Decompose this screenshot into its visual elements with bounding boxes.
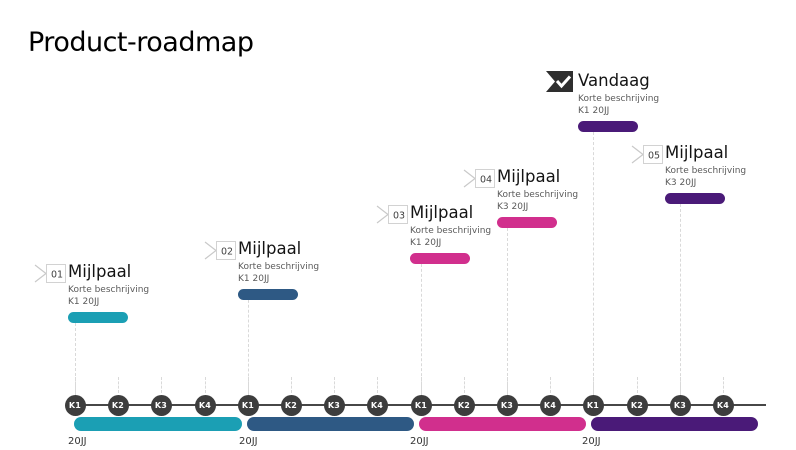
timeline-node-y1-k1[interactable]: K1 <box>64 395 86 416</box>
milestone-connector <box>75 318 76 396</box>
milestone-number: 05 <box>648 151 660 162</box>
node-tick <box>291 377 292 393</box>
year-label-3: 20JJ <box>410 436 429 447</box>
milestone-04[interactable]: 04 Mijlpaal Korte beschrijving K3 20JJ <box>463 167 647 228</box>
node-tick <box>723 377 724 393</box>
today-marker[interactable]: Vandaag Korte beschrijving K1 20JJ <box>546 71 728 132</box>
timeline-node-y1-k4[interactable]: K4 <box>194 395 216 416</box>
milestone-date[interactable]: K3 20JJ <box>497 202 529 212</box>
milestone-number-flag-icon: 01 <box>34 264 66 283</box>
milestone-number: 03 <box>393 211 405 222</box>
timeline-node-y2-k1[interactable]: K1 <box>237 395 259 416</box>
milestone-description[interactable]: Korte beschrijving <box>497 190 579 200</box>
timeline-node-y1-k2[interactable]: K2 <box>107 395 129 416</box>
timeline-node-y3-k3[interactable]: K3 <box>496 395 518 416</box>
milestone-02[interactable]: 02 Mijlpaal Korte beschrijving K1 20JJ <box>204 239 388 300</box>
node-tick <box>637 377 638 393</box>
today-description[interactable]: Korte beschrijving <box>578 94 660 104</box>
milestone-number-flag-icon: 05 <box>631 145 663 164</box>
milestone-connector <box>421 259 422 396</box>
milestone-bar[interactable] <box>68 312 128 323</box>
milestone-title[interactable]: Mijlpaal <box>497 167 561 186</box>
milestone-bar[interactable] <box>497 217 557 228</box>
milestone-number-flag-icon: 03 <box>376 205 408 224</box>
milestone-bar[interactable] <box>238 289 298 300</box>
timeline-node-y4-k3[interactable]: K3 <box>669 395 691 416</box>
year-label-4: 20JJ <box>582 436 601 447</box>
timeline-node-y4-k4[interactable]: K4 <box>712 395 734 416</box>
timeline-node-y2-k2[interactable]: K2 <box>280 395 302 416</box>
page-title[interactable]: Product-roadmap <box>28 27 254 58</box>
milestone-title[interactable]: Mijlpaal <box>410 203 474 222</box>
timeline-node-y4-k1[interactable]: K1 <box>582 395 604 416</box>
node-tick <box>118 377 119 393</box>
milestone-number: 04 <box>480 175 492 186</box>
timeline-node-y2-k4[interactable]: K4 <box>366 395 388 416</box>
timeline-node-y4-k2[interactable]: K2 <box>626 395 648 416</box>
node-tick <box>464 377 465 393</box>
milestone-connector <box>680 199 681 396</box>
milestone-date[interactable]: K1 20JJ <box>68 297 100 307</box>
milestone-connector <box>248 295 249 396</box>
node-tick <box>334 377 335 393</box>
year-label-2: 20JJ <box>239 436 258 447</box>
node-tick <box>205 377 206 393</box>
node-tick <box>550 377 551 393</box>
timeline-node-y3-k1[interactable]: K1 <box>410 395 432 416</box>
year-bar-4[interactable] <box>591 417 758 431</box>
milestone-01[interactable]: 01 Mijlpaal Korte beschrijving K1 20JJ <box>34 262 218 323</box>
milestone-description[interactable]: Korte beschrijving <box>68 285 150 295</box>
today-bar[interactable] <box>578 121 638 132</box>
milestone-title[interactable]: Mijlpaal <box>238 239 302 258</box>
today-title[interactable]: Vandaag <box>578 71 650 90</box>
milestone-number: 02 <box>221 247 233 258</box>
node-tick <box>377 377 378 393</box>
milestone-title[interactable]: Mijlpaal <box>665 143 729 162</box>
milestone-date[interactable]: K3 20JJ <box>665 178 697 188</box>
timeline-node-y1-k3[interactable]: K3 <box>150 395 172 416</box>
year-label-1: 20JJ <box>68 436 87 447</box>
timeline-node-y2-k3[interactable]: K3 <box>323 395 345 416</box>
milestone-03[interactable]: 03 Mijlpaal Korte beschrijving K1 20JJ <box>376 203 560 264</box>
milestone-number: 01 <box>51 270 63 281</box>
timeline-node-y3-k4[interactable]: K4 <box>539 395 561 416</box>
year-bar-1[interactable] <box>74 417 242 431</box>
milestone-number-flag-icon: 04 <box>463 169 495 188</box>
milestone-bar[interactable] <box>410 253 470 264</box>
year-bar-3[interactable] <box>419 417 586 431</box>
today-flag-check-icon <box>546 71 573 92</box>
milestone-05[interactable]: 05 Mijlpaal Korte beschrijving K3 20JJ <box>631 143 796 204</box>
milestone-date[interactable]: K1 20JJ <box>238 274 270 284</box>
today-date[interactable]: K1 20JJ <box>578 106 610 116</box>
milestone-connector <box>593 127 594 396</box>
milestone-description[interactable]: Korte beschrijving <box>410 226 492 236</box>
node-tick <box>161 377 162 393</box>
milestone-bar[interactable] <box>665 193 725 204</box>
milestone-connector <box>507 223 508 396</box>
milestone-title[interactable]: Mijlpaal <box>68 262 132 281</box>
milestone-description[interactable]: Korte beschrijving <box>665 166 747 176</box>
milestone-description[interactable]: Korte beschrijving <box>238 262 320 272</box>
milestone-number-flag-icon: 02 <box>204 241 236 260</box>
milestone-date[interactable]: K1 20JJ <box>410 238 442 248</box>
year-bar-2[interactable] <box>247 417 414 431</box>
timeline-node-y3-k2[interactable]: K2 <box>453 395 475 416</box>
